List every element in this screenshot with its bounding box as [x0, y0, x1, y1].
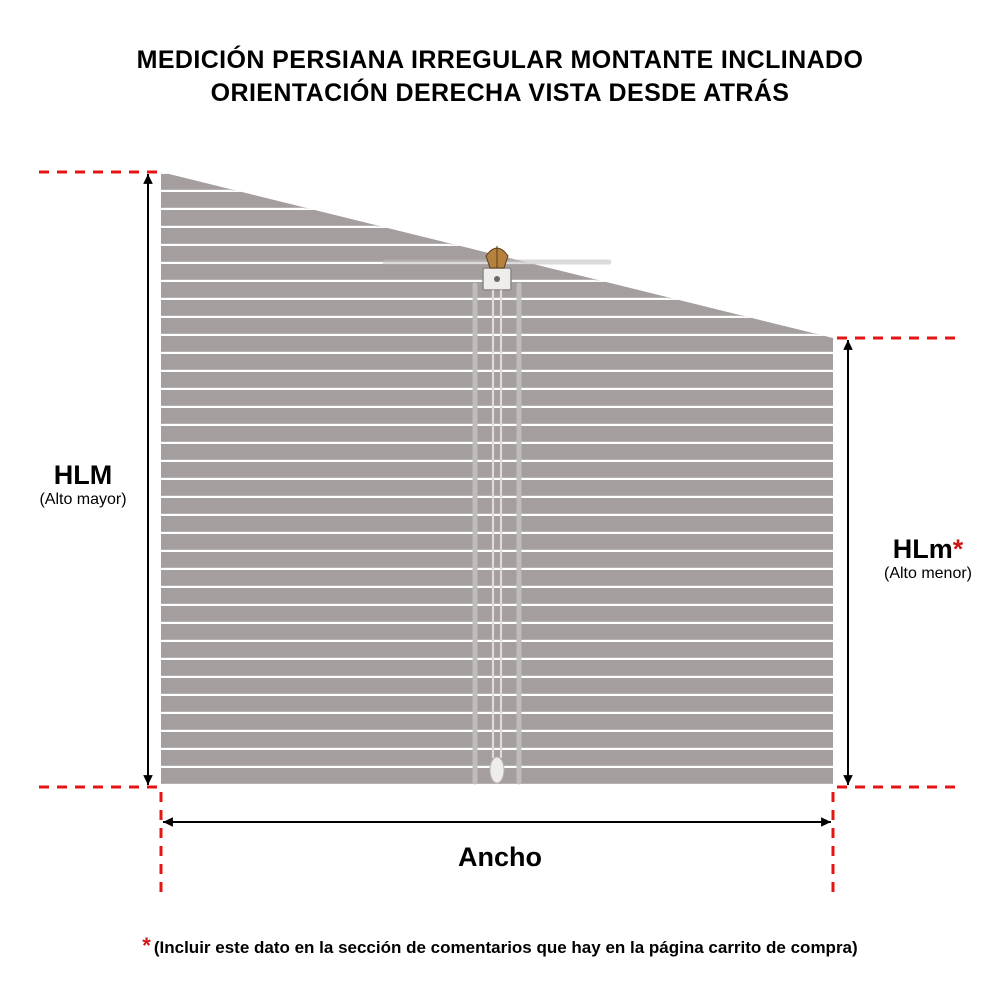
hlm-lower-label: HLm* (Alto menor): [868, 534, 988, 583]
hlm-lower-text: HLm*: [868, 534, 988, 565]
hlm-subtext: (Alto mayor): [23, 491, 143, 509]
hlm-text: HLM: [23, 460, 143, 491]
hlm-lower-subtext: (Alto menor): [868, 565, 988, 583]
hlm-label: HLM (Alto mayor): [23, 460, 143, 509]
footnote: *(Incluir este dato en la sección de com…: [0, 933, 1000, 959]
ancho-label: Ancho: [0, 842, 1000, 873]
